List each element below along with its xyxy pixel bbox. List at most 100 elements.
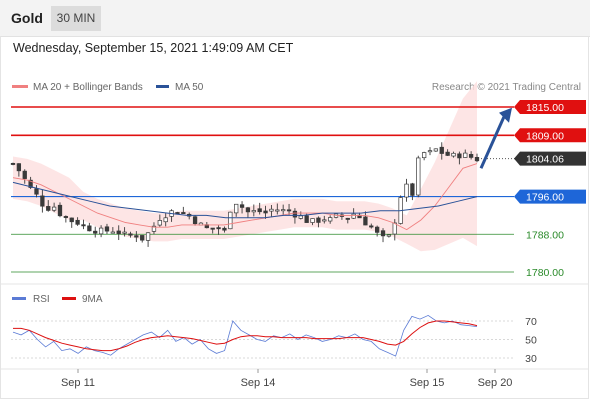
candle-body — [151, 225, 157, 232]
candle-body — [181, 212, 186, 214]
resistance-label: 1815.00 — [526, 102, 564, 114]
candle-body — [468, 154, 474, 158]
candle-body — [427, 150, 433, 153]
candle-body — [87, 225, 92, 232]
candle-body — [269, 208, 274, 212]
last-label: 1804.06 — [526, 154, 564, 166]
candle-body — [251, 210, 256, 213]
candle-body — [40, 195, 45, 207]
candle-body — [245, 207, 251, 213]
candle-body — [286, 209, 292, 212]
candle-body — [257, 208, 262, 213]
candle-body — [421, 152, 427, 159]
forecast-arrow-head — [499, 107, 512, 123]
candle-body — [298, 215, 303, 219]
chart-header: Gold 30 MIN — [0, 0, 590, 37]
candle-body — [369, 225, 374, 228]
candle-body — [234, 203, 239, 214]
rsi-ma-legend-label: 9MA — [82, 294, 103, 305]
bollinger-band-area — [13, 81, 477, 252]
time-tick-label: Sep 14 — [241, 377, 276, 389]
candle-body — [22, 170, 27, 179]
candle-body — [157, 220, 162, 226]
candle-body — [51, 206, 57, 211]
ma20-legend-label: MA 20 + Bollinger Bands — [33, 82, 143, 93]
candle-body — [175, 212, 180, 215]
candle-body — [210, 227, 215, 230]
chart-datetime: Wednesday, September 15, 2021 1:49:09 AM… — [13, 41, 294, 55]
candle-body — [275, 209, 280, 212]
candle-body — [10, 162, 16, 165]
candle-body — [34, 188, 39, 195]
candle-body — [16, 163, 22, 172]
candle-body — [104, 226, 110, 232]
bollinger-bands — [13, 81, 477, 252]
candle-body — [386, 234, 392, 237]
rsi-plot: 70 50 30 — [11, 314, 537, 365]
candle-body — [110, 231, 115, 234]
candle-body — [28, 179, 33, 188]
candle-body — [439, 146, 444, 154]
ma50-legend-swatch — [156, 85, 169, 88]
candle-body — [145, 232, 151, 241]
time-tick-label: Sep 11 — [61, 377, 95, 389]
time-axis-ticks: Sep 11 Sep 14 Sep 15 Sep 20 — [61, 369, 512, 389]
candle-body — [263, 210, 268, 214]
rsi-tick-label: 50 — [525, 335, 537, 347]
candle-body — [433, 148, 439, 152]
candle-body — [63, 216, 69, 218]
candle-body — [345, 217, 350, 220]
ma20-legend-swatch — [12, 85, 28, 88]
candle-body — [445, 151, 450, 156]
support-label: 1788.00 — [526, 229, 564, 241]
candle-body — [351, 213, 356, 219]
resistance-label: 1809.00 — [526, 130, 564, 142]
candle-body — [322, 219, 327, 222]
forecast-arrow-shaft — [479, 116, 506, 169]
candle-body — [239, 204, 245, 208]
candle-body — [81, 224, 86, 227]
candle-body — [75, 219, 80, 225]
candle-body — [93, 230, 98, 234]
candle-body — [474, 157, 480, 162]
candle-body — [69, 217, 74, 223]
resistance-label-box — [514, 128, 586, 143]
ma50-legend-label: MA 50 — [175, 82, 204, 93]
timeframe-button[interactable]: 30 MIN — [51, 6, 101, 31]
candle-body — [328, 217, 333, 222]
ma50-line — [12, 181, 478, 219]
candle-body — [228, 211, 233, 230]
candle-body — [463, 152, 468, 158]
candle-body — [392, 222, 397, 235]
candle-body — [46, 206, 51, 211]
candle-body — [281, 209, 286, 212]
moving-averages — [12, 163, 478, 231]
support-label: 1780.00 — [526, 267, 564, 279]
copyright-text: Research © 2021 Trading Central — [432, 82, 581, 93]
candle-body — [128, 233, 133, 236]
ma20-line — [12, 163, 478, 231]
candle-body — [404, 183, 409, 198]
candle-body — [375, 226, 380, 233]
candle-body — [292, 210, 298, 218]
price-level-labels: 1815.00 1809.00 1804.06 1796.00 1788.00 1780.… — [514, 100, 586, 279]
time-tick-label: Sep 20 — [478, 377, 513, 389]
candle-body — [380, 230, 386, 237]
chart-frame — [0, 36, 589, 399]
candle-body — [451, 152, 456, 157]
rsi-tick-label: 70 — [525, 316, 537, 328]
candle-body — [304, 215, 309, 223]
candle-body — [316, 217, 321, 223]
time-tick-label: Sep 15 — [410, 377, 445, 389]
candle-body — [457, 153, 462, 159]
forecast-arrow — [479, 107, 512, 169]
rsi-legend-label: RSI — [33, 294, 50, 305]
rsi-ma-legend-swatch — [62, 297, 76, 300]
candle-body — [216, 227, 221, 230]
candle-body — [416, 157, 421, 196]
rsi-legend-swatch — [12, 297, 26, 300]
candle-body — [163, 217, 168, 223]
candle-body — [98, 227, 104, 235]
rsi-ma-line — [13, 320, 478, 352]
pivot-label-box — [514, 189, 586, 204]
